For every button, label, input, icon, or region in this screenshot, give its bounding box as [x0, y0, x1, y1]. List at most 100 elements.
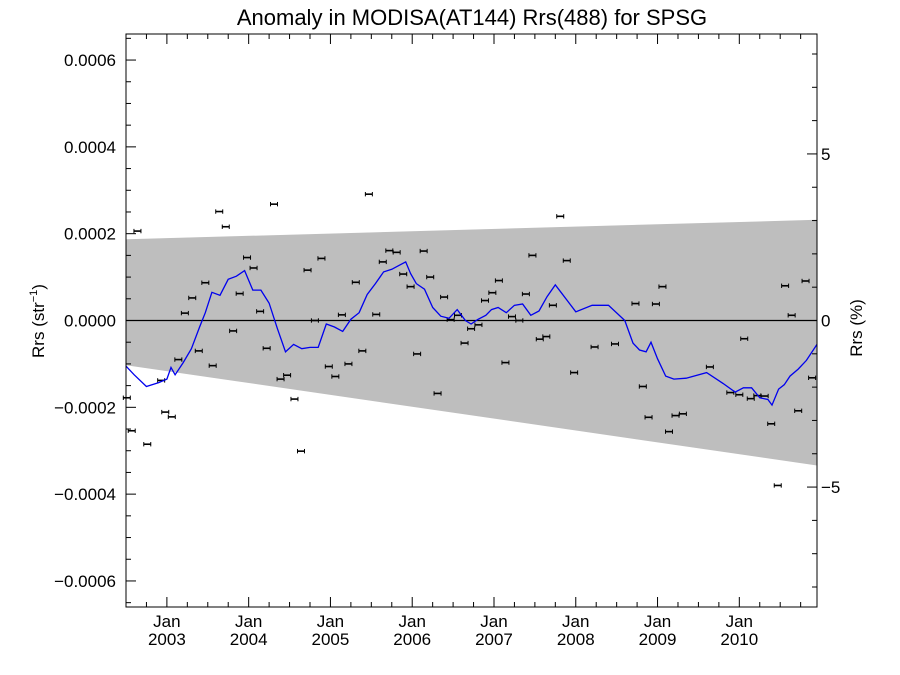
data-points-layer [122, 191, 817, 488]
data-point [494, 278, 503, 283]
data-point [705, 364, 714, 370]
y-tick-label: −0.0006 [54, 572, 116, 591]
x-tick-year-label: 2010 [720, 630, 758, 649]
data-point [303, 267, 312, 273]
data-point [794, 408, 803, 413]
y-tick-label: 0.0000 [64, 312, 116, 331]
data-point [180, 310, 189, 316]
data-point [787, 313, 796, 318]
x-tick-month-label: Jan [644, 612, 671, 631]
data-point [419, 248, 428, 254]
x-tick-year-label: 2005 [312, 630, 350, 649]
data-point [310, 318, 319, 323]
data-point [515, 318, 524, 323]
data-point [194, 348, 203, 354]
data-point [658, 284, 667, 289]
y2-tick-label: −5 [821, 478, 840, 497]
data-point [201, 280, 210, 285]
data-point [378, 259, 387, 265]
data-point [256, 309, 265, 314]
data-point [161, 409, 170, 415]
data-point [433, 391, 442, 396]
confidence-band [126, 219, 817, 466]
x-tick-month-label: Jan [399, 612, 426, 631]
data-point [221, 224, 230, 229]
data-point [413, 351, 422, 357]
x-tick-year-label: 2003 [148, 630, 186, 649]
data-point [664, 429, 673, 434]
data-point [638, 384, 647, 389]
y2-tick-label: 5 [821, 145, 830, 164]
data-point [337, 312, 346, 318]
data-point [426, 274, 435, 280]
data-point [440, 294, 449, 300]
y-tick-label: 0.0002 [64, 225, 116, 244]
data-point [570, 370, 579, 375]
right-axis-label: Rrs (%) [847, 299, 866, 357]
y-tick-label: −0.0002 [54, 398, 116, 417]
data-point [276, 376, 285, 382]
smoothed-line [125, 260, 818, 407]
data-point [521, 291, 530, 297]
chart-title: Anomaly in MODISA(AT144) Rrs(488) for SP… [237, 5, 707, 30]
data-point [188, 295, 197, 301]
x-tick-year-label: 2008 [557, 630, 595, 649]
data-point [460, 340, 469, 346]
data-point [474, 322, 483, 328]
y-tick-label: 0.0006 [64, 51, 116, 70]
x-tick-month-label: Jan [726, 612, 753, 631]
data-point [372, 312, 381, 317]
y-axis-label: Rrs (str−1) [28, 284, 48, 358]
data-point [324, 364, 333, 369]
confidence-band-layer [126, 219, 817, 466]
data-point [351, 280, 360, 285]
data-point [208, 363, 217, 368]
x-tick-year-label: 2009 [639, 630, 677, 649]
y-axis-label-superscript: −1 [28, 290, 40, 303]
data-point [631, 301, 640, 306]
data-point [167, 414, 176, 420]
data-point [262, 346, 271, 351]
data-point [467, 326, 476, 331]
data-point [143, 442, 152, 447]
data-point [406, 284, 415, 289]
x-tick-month-label: Jan [562, 612, 589, 631]
data-point [235, 291, 244, 296]
data-point [392, 250, 401, 255]
data-point [507, 314, 516, 319]
data-point [808, 375, 817, 380]
data-point [767, 421, 776, 427]
x-tick-month-label: Jan [153, 612, 180, 631]
y2-tick-label: 0 [821, 312, 830, 331]
y-tick-label: 0.0004 [64, 138, 116, 157]
data-point [488, 290, 497, 295]
data-point [556, 214, 565, 219]
data-point [548, 303, 557, 308]
data-point [611, 341, 620, 347]
data-point [133, 228, 142, 234]
data-point [344, 361, 353, 367]
data-point [122, 395, 131, 400]
y-axis-label-close: ) [29, 284, 48, 290]
x-tick-year-label: 2006 [393, 630, 431, 649]
data-point [735, 392, 744, 397]
data-point [781, 283, 790, 288]
data-point [317, 256, 326, 261]
data-point [229, 328, 238, 334]
data-point [562, 258, 571, 263]
data-point [243, 255, 252, 260]
data-point [644, 415, 653, 420]
data-point [740, 336, 749, 341]
x-tick-month-label: Jan [317, 612, 344, 631]
data-point [528, 253, 537, 258]
data-point [501, 360, 510, 365]
data-point [331, 374, 340, 379]
data-point [480, 298, 489, 303]
data-point [590, 344, 599, 350]
data-point [174, 357, 183, 362]
axis-ticks-layer: 0.0006 0.0004 0.0002 0.0000 −0.0002 −0.0004 −0… [54, 34, 840, 649]
data-point [215, 209, 224, 214]
data-point [296, 448, 305, 454]
data-point [270, 201, 279, 207]
